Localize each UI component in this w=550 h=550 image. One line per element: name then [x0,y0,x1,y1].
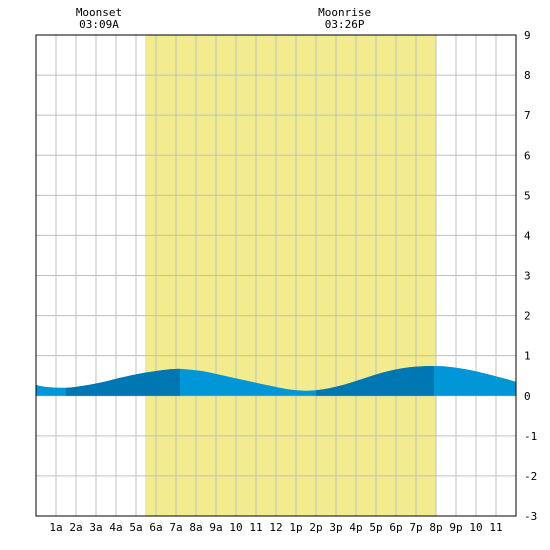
moon-event-time: 03:09A [79,18,119,31]
grid-layer [36,35,516,516]
y-tick-label: 5 [524,189,531,202]
moon-event-time: 03:26P [325,18,365,31]
x-tick-label: 3a [89,521,102,534]
x-tick-label: 11 [249,521,262,534]
y-tick-label: 8 [524,69,531,82]
x-tick-label: 8p [429,521,442,534]
x-tick-label: 4p [349,521,362,534]
x-tick-label: 12 [269,521,282,534]
y-tick-label: 2 [524,310,531,323]
x-tick-label: 11 [489,521,502,534]
x-tick-label: 1a [49,521,62,534]
x-tick-label: 1p [289,521,302,534]
x-tick-label: 10 [229,521,242,534]
x-tick-label: 5p [369,521,382,534]
y-tick-label: 0 [524,390,531,403]
y-tick-label: -2 [524,470,537,483]
y-tick-label: 6 [524,149,531,162]
x-tick-label: 6p [389,521,402,534]
x-tick-label: 3p [329,521,342,534]
x-tick-label: 7a [169,521,182,534]
y-tick-label: 7 [524,109,531,122]
y-tick-label: 1 [524,350,531,363]
x-tick-label: 8a [189,521,202,534]
y-tick-label: 3 [524,270,531,283]
y-tick-label: -3 [524,510,537,523]
y-tick-label: 4 [524,229,531,242]
x-tick-label: 5a [129,521,142,534]
x-tick-label: 2p [309,521,322,534]
x-tick-label: 9a [209,521,222,534]
x-tick-label: 4a [109,521,122,534]
y-tick-label: 9 [524,29,531,42]
x-axis-tick-labels: 1a 2a 3a 4a 5a 6a 7a 8a 9a 10 11 12 1p 2p 3p 4p 5p 6p 7p 8p… [49,521,502,534]
plot-frame [35,34,517,517]
x-tick-label: 6a [149,521,162,534]
x-tick-label: 7p [409,521,422,534]
y-axis-tick-labels: -3 -2 -1 0 1 2 3 4 5 6 7 8 9 [524,29,537,523]
x-tick-label: 10 [469,521,482,534]
x-tick-label: 9p [449,521,462,534]
moon-event-label: Moonrise [318,6,371,19]
x-tick-label: 2a [69,521,82,534]
y-tick-label: -1 [524,430,537,443]
moon-event-label: Moonset [76,6,122,19]
